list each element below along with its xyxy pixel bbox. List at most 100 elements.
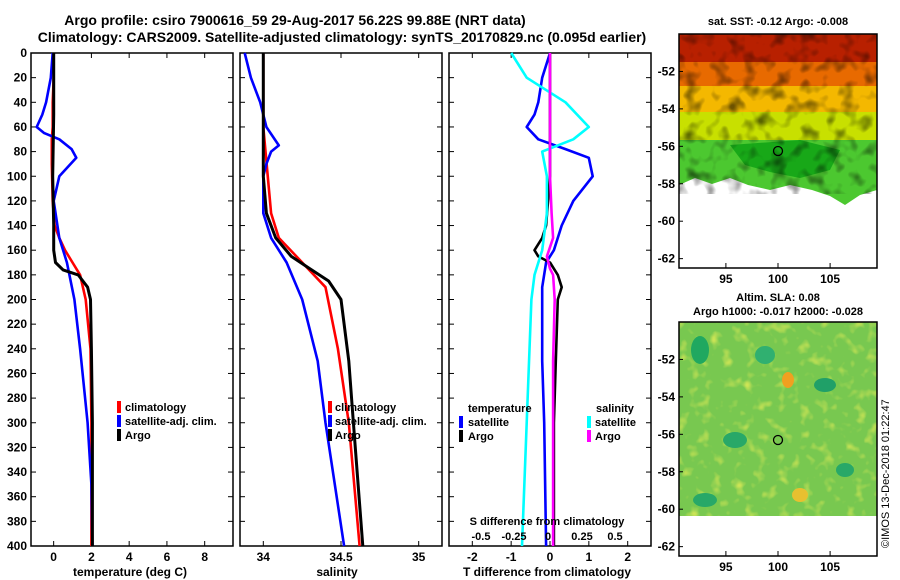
secondary-tick-label: -0.25 — [501, 531, 526, 543]
sla-blob — [792, 488, 808, 502]
temperature-legend: climatology satellite-adj. clim. Argo — [117, 401, 217, 442]
sst-argo-location-marker — [772, 145, 784, 157]
legend-climatology-swatch — [117, 401, 121, 413]
legend-t-argo-swatch — [459, 430, 463, 442]
sla-blob — [723, 432, 747, 448]
x-tick-label: 0 — [50, 550, 57, 564]
x-tick-label: 0 — [547, 550, 554, 564]
t-satellite-line — [525, 52, 595, 547]
depth-tick-label: 380 — [7, 514, 27, 528]
header-line-1: Argo profile: csiro 7900616_59 29-Aug-20… — [64, 12, 525, 28]
legend-climatology-label: climatology — [125, 402, 187, 414]
legend-satellite-label: satellite-adj. clim. — [335, 416, 427, 428]
secondary-tick-label: 0.25 — [571, 531, 592, 543]
depth-tick-label: 260 — [7, 366, 27, 380]
salinity-panel: 34 34.5 35 climatology satellite-adj. clim… — [239, 52, 443, 579]
sla-blob — [691, 336, 709, 364]
legend-satellite-swatch — [328, 415, 332, 427]
depth-tick-label: 0 — [20, 46, 27, 60]
legend-argo-label: Argo — [125, 430, 151, 442]
depth-tick-label: 220 — [7, 317, 27, 331]
salinity-axis-title: salinity — [316, 565, 358, 579]
temperature-plot-frame — [30, 52, 234, 547]
sla-blob — [755, 346, 775, 364]
depth-tick-label: 40 — [14, 95, 28, 109]
legend-argo-swatch — [117, 429, 121, 441]
sla-blob — [814, 378, 836, 392]
x-tick-label: -2 — [467, 550, 478, 564]
map-lon-label: 95 — [719, 272, 733, 286]
map-lat-label: -58 — [658, 177, 676, 191]
depth-tick-label: 400 — [7, 539, 27, 553]
legend-salinity-title: salinity — [596, 403, 635, 415]
x-tick-label: 6 — [164, 550, 171, 564]
secondary-axis-title: S difference from climatology — [470, 516, 626, 528]
depth-axis: 0 20 40 60 80 100 120 140 160 180 200 220 240 260 280 3… — [7, 46, 27, 553]
legend-s-argo-swatch — [587, 430, 591, 442]
legend-t-argo-label: Argo — [468, 431, 494, 443]
legend-argo-label: Argo — [335, 430, 361, 442]
legend-s-satellite-label: satellite — [595, 417, 636, 429]
map-lat-label: -60 — [658, 502, 676, 516]
difference-axis-title: T difference from climatology — [463, 565, 631, 579]
x-tick-label: 34.5 — [329, 550, 353, 564]
map-lat-label: -56 — [658, 427, 676, 441]
legend-s-argo-label: Argo — [595, 431, 621, 443]
depth-tick-label: 80 — [14, 145, 28, 159]
legend-climatology-label: climatology — [335, 402, 397, 414]
x-tick-label: 8 — [201, 550, 208, 564]
sla-argo-location-marker — [772, 434, 784, 446]
difference-panel: -2 -1 0 1 2 temperature satellite Argo salin… — [448, 52, 652, 579]
map-lon-label: 105 — [820, 560, 840, 574]
legend-climatology-swatch — [328, 401, 332, 413]
sst-map-panel: sat. SST: -0.12 Argo: -0.008 95 100 105 -52… — [658, 16, 878, 286]
map-lon-label: 100 — [768, 272, 788, 286]
depth-tick-label: 180 — [7, 268, 27, 282]
sla-blob — [782, 372, 794, 388]
depth-tick-label: 320 — [7, 440, 27, 454]
map-lat-label: -60 — [658, 214, 676, 228]
secondary-tick-label: 0 — [545, 531, 551, 543]
sla-blob — [836, 463, 854, 477]
depth-tick-label: 300 — [7, 416, 27, 430]
climatology-line — [50, 53, 93, 546]
x-tick-label: 4 — [126, 550, 133, 564]
imos-watermark: ©IMOS 13-Dec-2018 01:22:47 — [880, 399, 892, 548]
depth-tick-label: 60 — [14, 120, 28, 134]
argo-line — [51, 53, 94, 546]
x-tick-label: -1 — [506, 550, 517, 564]
sla-map-title: Altim. SLA: 0.08 — [736, 292, 820, 304]
sla-map-panel: Altim. SLA: 0.08 Argo h1000: -0.017 h200… — [658, 292, 878, 574]
sla-texture — [679, 322, 877, 516]
legend-satellite-label: satellite-adj. clim. — [125, 416, 217, 428]
map-lat-label: -62 — [658, 252, 676, 266]
map-lat-label: -62 — [658, 540, 676, 554]
depth-tick-label: 240 — [7, 342, 27, 356]
map-lat-label: -52 — [658, 352, 676, 366]
x-tick-label: 35 — [412, 550, 426, 564]
map-lon-label: 100 — [768, 560, 788, 574]
depth-tick-label: 120 — [7, 194, 27, 208]
legend-temperature-title: temperature — [468, 403, 532, 415]
map-lon-label: 105 — [820, 272, 840, 286]
s-argo-line — [545, 53, 557, 546]
legend-s-satellite-swatch — [587, 416, 591, 428]
header-line-2: Climatology: CARS2009. Satellite-adjuste… — [38, 29, 646, 45]
t-argo-line — [533, 53, 564, 546]
x-tick-label: 2 — [624, 550, 631, 564]
temperature-axis-title: temperature (deg C) — [73, 565, 187, 579]
climatology-line — [261, 53, 361, 547]
legend-satellite-swatch — [117, 415, 121, 427]
temperature-panel: 0 2 4 6 8 climatology satellite-adj. clim. A… — [30, 52, 234, 579]
difference-legend: temperature satellite Argo salinity sate… — [459, 403, 636, 443]
legend-t-satellite-label: satellite — [468, 417, 509, 429]
legend-t-satellite-swatch — [459, 416, 463, 428]
sla-map-subtitle: Argo h1000: -0.017 h2000: -0.028 — [693, 306, 863, 318]
s-satellite-line — [510, 52, 591, 547]
depth-tick-label: 100 — [7, 169, 27, 183]
secondary-tick-label: 0.5 — [607, 531, 622, 543]
map-lat-label: -54 — [658, 102, 676, 116]
sst-map-title: sat. SST: -0.12 Argo: -0.008 — [708, 16, 848, 28]
legend-argo-swatch — [328, 429, 332, 441]
